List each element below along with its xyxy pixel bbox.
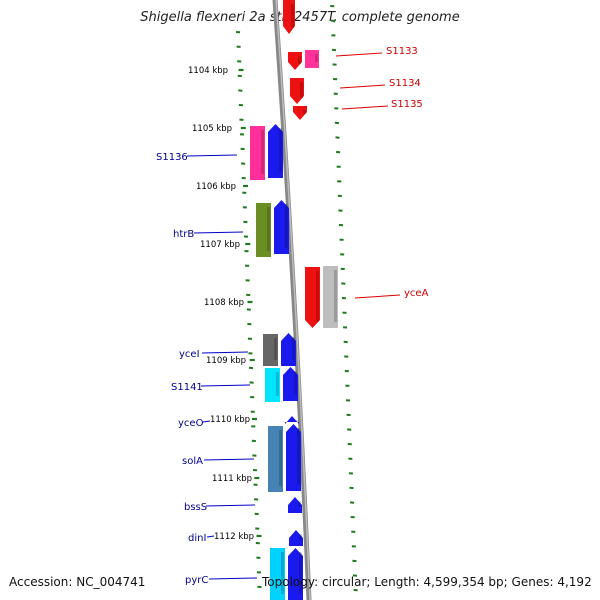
gene-bsss (288, 497, 302, 513)
accession-label: Accession: (9, 575, 73, 589)
accession-value: NC_004741 (76, 575, 146, 589)
ruler-label: 1106 kbp (196, 182, 236, 192)
genes-value: 4,192 (557, 575, 592, 589)
gene-pyrc-a (270, 548, 285, 600)
gene-sola-b-shade (297, 428, 300, 485)
gene-ycei-b-shade (292, 337, 295, 360)
gene-s1133-b-shade (315, 54, 318, 62)
gene-ycei-b (281, 333, 296, 366)
gene-ycea-a-shade (316, 271, 319, 322)
gene-label-s1135: S1135 (391, 99, 423, 110)
ruler-label: 1112 kbp (214, 532, 254, 542)
gene-leader-pyrc (208, 577, 258, 580)
gene-ycea-b (323, 266, 338, 328)
gene-pyrc-a-shade (281, 552, 284, 594)
gene-s1133-a (288, 52, 302, 70)
length-label: Length: (374, 575, 420, 589)
gene-s1141-a-shade (276, 372, 279, 396)
gene-leader-yceo (202, 420, 211, 423)
gene-leader-htrb (193, 231, 244, 234)
gene-leader-dini (206, 535, 215, 538)
gene-yceo (285, 416, 299, 424)
gene-pyrc-b (288, 548, 303, 600)
gene-reverse-top-shade (291, 4, 294, 28)
gene-label-s1136: S1136 (156, 152, 188, 163)
gene-ycea-b-shade (334, 270, 337, 322)
ruler-label: 1109 kbp (206, 356, 246, 366)
gene-sola-a-shade (279, 430, 282, 486)
accession-info: Accession: NC_004741 (9, 575, 145, 589)
gene-htrb-a-shade (267, 207, 270, 251)
gene-s1135 (293, 106, 307, 120)
gene-leader-s1136 (186, 154, 238, 157)
gene-s1136-a-shade (261, 130, 264, 174)
gene-htrb-b-shade (285, 204, 288, 248)
genome-summary: Topology: circular; Length: 4,599,354 bp… (262, 575, 592, 589)
gene-label-s1134: S1134 (389, 78, 421, 89)
gene-ycei-a-shade (274, 338, 277, 360)
ruler-label: 1107 kbp (200, 240, 240, 250)
gene-pyrc-b-shade (299, 552, 302, 594)
gene-reverse-top (283, 0, 295, 34)
gene-label-yceo: yceO (178, 418, 204, 429)
gene-ycei-a (263, 334, 278, 366)
ruler-label: 1108 kbp (204, 298, 244, 308)
gene-leader-ycea (354, 294, 401, 299)
gene-leader-ycei (201, 351, 249, 354)
gene-s1136-b (268, 124, 283, 178)
gene-s1141-a (265, 368, 280, 402)
gene-sola-a (268, 426, 283, 492)
gene-leader-s1133 (335, 52, 383, 57)
gene-s1134-shade (300, 82, 303, 98)
gene-bsss-shade (298, 501, 301, 507)
gene-s1135-shade (303, 110, 306, 114)
ruler-label: 1104 kbp (188, 66, 228, 76)
gene-dini (289, 530, 303, 546)
gene-sola-b (286, 424, 301, 491)
gene-htrb-b (274, 200, 289, 254)
gene-ycea-a (305, 267, 320, 328)
gene-label-dini: dinI (188, 533, 206, 544)
gene-label-htrb: htrB (173, 229, 194, 240)
gene-label-bsss: bssS (184, 502, 207, 513)
gene-label-pyrc: pyrC (185, 575, 208, 586)
gene-s1133-b (305, 50, 319, 68)
gene-dini-shade (299, 534, 302, 540)
map-title: Shigella flexneri 2a str. 2457T, complet… (140, 10, 460, 25)
gene-label-ycea: yceA (404, 288, 429, 299)
gene-label-sola: solA (182, 456, 203, 467)
gene-s1141-b-shade (294, 371, 297, 395)
length-value: 4,599,354 bp; (423, 575, 508, 589)
gene-leader-s1141 (200, 384, 251, 387)
gene-s1136-b-shade (279, 128, 282, 172)
gene-label-ycei: yceI (179, 349, 200, 360)
gene-s1134 (290, 78, 304, 104)
topology-value: circular; (321, 575, 371, 589)
ruler-label: 1110 kbp (210, 415, 250, 425)
topology-label: Topology: (262, 575, 319, 589)
gene-leader-bsss (205, 504, 256, 507)
genome-backbone (272, 0, 312, 600)
gene-htrb-a (256, 203, 271, 257)
gene-leader-s1134 (339, 84, 386, 89)
gene-label-s1141: S1141 (171, 382, 203, 393)
ruler-label: 1105 kbp (192, 124, 232, 134)
ruler-label: 1111 kbp (212, 474, 252, 484)
genome-backbone-highlight (275, 0, 311, 600)
gene-label-s1133: S1133 (386, 46, 418, 57)
gene-leader-s1135 (341, 105, 389, 110)
gene-s1136-a (250, 126, 265, 180)
gene-yceo-shade (295, 420, 298, 422)
genes-label: Genes: (511, 575, 554, 589)
gene-s1141-b (283, 367, 298, 401)
gene-s1133-a-shade (298, 56, 301, 64)
gene-leader-sola (203, 458, 255, 461)
